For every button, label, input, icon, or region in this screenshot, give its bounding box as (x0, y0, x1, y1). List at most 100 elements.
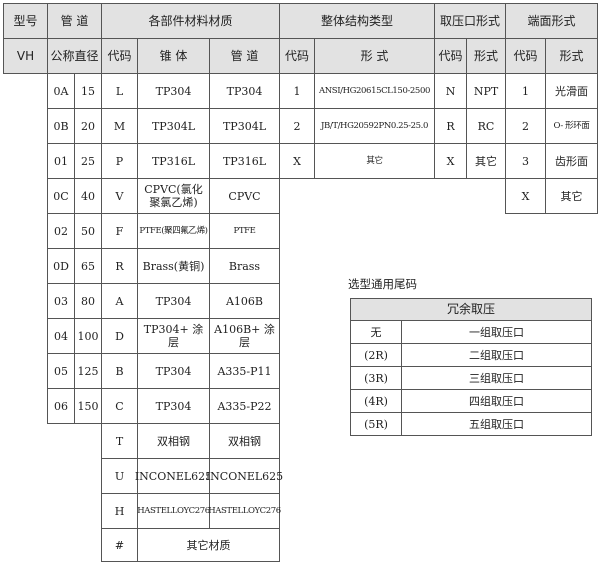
structure-form: 其它 (314, 143, 435, 179)
suffix-title: 选型通用尾码 (348, 277, 417, 291)
port-form: 其它 (466, 143, 506, 179)
material-cone: Brass(黄铜) (137, 248, 210, 284)
diameter-size: 40 (74, 178, 102, 214)
diameter-size: 15 (74, 73, 102, 109)
material-cone: TP316L (137, 143, 210, 179)
suffix-desc: 四组取压口 (401, 389, 592, 413)
header-structure: 整体结构类型 (279, 3, 435, 39)
port-code: R (434, 108, 467, 144)
material-cone: HASTELLOYC276 (137, 493, 210, 529)
diameter-code: 0D (47, 248, 75, 284)
diameter-size: 50 (74, 213, 102, 249)
material-cone: TP304 (137, 353, 210, 389)
diameter-code: 0C (47, 178, 75, 214)
material-pipe: TP316L (209, 143, 280, 179)
diameter-size: 80 (74, 283, 102, 319)
subheader-end-form: 形式 (545, 38, 598, 74)
header-port: 取压口形式 (434, 3, 506, 39)
material-cone: 双相钢 (137, 423, 210, 459)
end-form: O- 形环面 (545, 108, 598, 144)
material-code: L (101, 73, 138, 109)
material-pipe: TP304 (209, 73, 280, 109)
structure-code: 2 (279, 108, 315, 144)
diameter-size: 20 (74, 108, 102, 144)
material-code: F (101, 213, 138, 249)
suffix-desc: 二组取压口 (401, 343, 592, 367)
subheader-mat-code: 代码 (101, 38, 138, 74)
material-pipe: 双相钢 (209, 423, 280, 459)
suffix-code: (5R) (350, 412, 402, 436)
diameter-size: 125 (74, 353, 102, 389)
material-code: R (101, 248, 138, 284)
diameter-code: 05 (47, 353, 75, 389)
diameter-code: 06 (47, 388, 75, 424)
material-code: C (101, 388, 138, 424)
structure-form: JB/T/HG20592PN0.25-25.0 (314, 108, 435, 144)
material-cone: PTFE(聚四氟乙烯) (137, 213, 210, 249)
subheader-cone: 锥 体 (137, 38, 210, 74)
material-code: H (101, 493, 138, 529)
port-code: X (434, 143, 467, 179)
material-cone: CPVC(氯化聚氯乙烯) (137, 178, 210, 214)
material-code: B (101, 353, 138, 389)
subheader-pipe: 管 道 (209, 38, 280, 74)
suffix-code: (3R) (350, 366, 402, 390)
structure-code: 1 (279, 73, 315, 109)
subheader-struct-code: 代码 (279, 38, 315, 74)
suffix-code: 无 (350, 320, 402, 344)
diameter-code: 02 (47, 213, 75, 249)
end-form: 其它 (545, 178, 598, 214)
diameter-size: 150 (74, 388, 102, 424)
material-pipe: CPVC (209, 178, 280, 214)
material-code: T (101, 423, 138, 459)
end-form: 齿形面 (545, 143, 598, 179)
end-code: 2 (505, 108, 546, 144)
header-pipe: 管 道 (47, 3, 102, 39)
material-cone: TP304 (137, 73, 210, 109)
material-pipe: A106B+ 涂层 (209, 318, 280, 354)
material-cone: TP304+ 涂层 (137, 318, 210, 354)
material-other-code: # (101, 528, 138, 562)
end-code: X (505, 178, 546, 214)
material-cone: TP304 (137, 283, 210, 319)
structure-code: X (279, 143, 315, 179)
material-code: V (101, 178, 138, 214)
material-pipe: PTFE (209, 213, 280, 249)
structure-form: ANSI/HG20615CL150-2500 (314, 73, 435, 109)
subheader-model-code: VH (3, 38, 48, 74)
suffix-header: 冗余取压 (350, 298, 592, 321)
material-pipe: A335-P22 (209, 388, 280, 424)
header-end: 端面形式 (505, 3, 598, 39)
port-form: RC (466, 108, 506, 144)
suffix-code: (4R) (350, 389, 402, 413)
material-cone: TP304L (137, 108, 210, 144)
end-code: 3 (505, 143, 546, 179)
material-code: U (101, 458, 138, 494)
header-model: 型号 (3, 3, 48, 39)
material-code: D (101, 318, 138, 354)
end-form: 光滑面 (545, 73, 598, 109)
material-pipe: TP304L (209, 108, 280, 144)
diameter-size: 25 (74, 143, 102, 179)
material-cone: TP304 (137, 388, 210, 424)
subheader-end-code: 代码 (505, 38, 546, 74)
subheader-port-form: 形式 (466, 38, 506, 74)
port-form: NPT (466, 73, 506, 109)
suffix-code: (2R) (350, 343, 402, 367)
suffix-desc: 三组取压口 (401, 366, 592, 390)
diameter-size: 65 (74, 248, 102, 284)
suffix-desc: 一组取压口 (401, 320, 592, 344)
end-code: 1 (505, 73, 546, 109)
header-materials: 各部件材料材质 (101, 3, 280, 39)
material-pipe: INCONEL625 (206, 458, 283, 494)
subheader-port-code: 代码 (434, 38, 467, 74)
material-code: M (101, 108, 138, 144)
material-code: P (101, 143, 138, 179)
diameter-code: 01 (47, 143, 75, 179)
material-cone: INCONEL625 (135, 458, 212, 494)
subheader-nominal-diameter: 公称直径 (47, 38, 102, 74)
diameter-size: 100 (74, 318, 102, 354)
suffix-desc: 五组取压口 (401, 412, 592, 436)
material-pipe: A335-P11 (209, 353, 280, 389)
